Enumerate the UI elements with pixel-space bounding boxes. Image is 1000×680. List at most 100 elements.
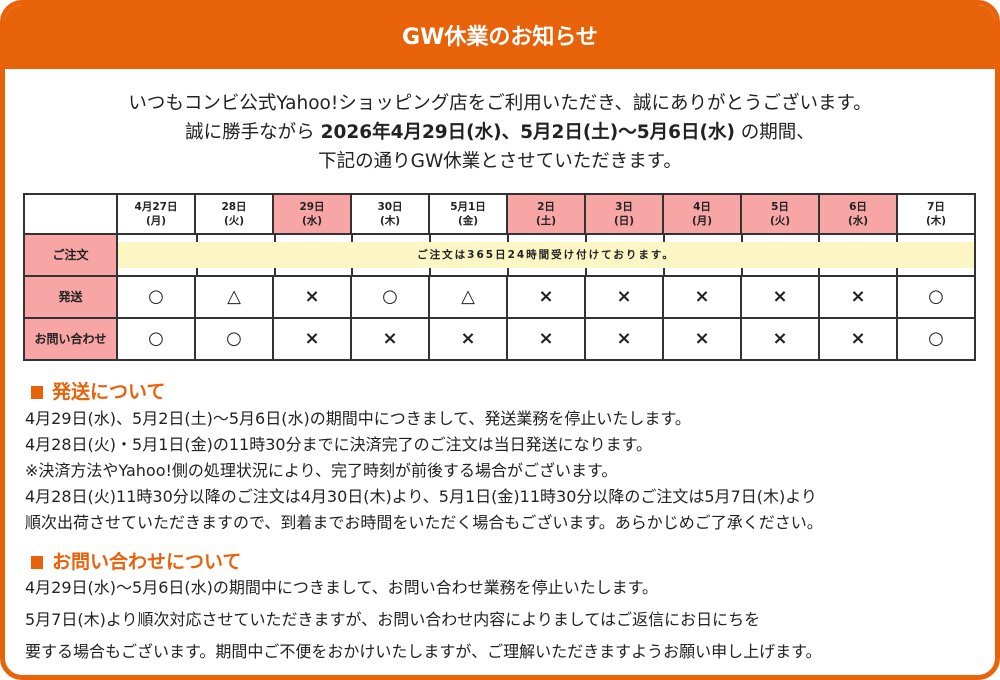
status-mark: ○ [194, 317, 274, 361]
status-mark: × [272, 275, 352, 319]
inquiry-heading-text: お問い合わせについて [52, 551, 242, 573]
status-mark: × [818, 317, 898, 361]
column-divider-stub [740, 235, 743, 242]
column-divider-stub [662, 268, 665, 275]
date-header: 4日 (月) [662, 193, 742, 235]
shipping-line: 4月28日(火)11時30分以降のご注文は4月30日(木)より、5月1日(金)1… [25, 487, 817, 506]
date-header: 6日 (水) [818, 193, 898, 235]
status-mark: × [740, 317, 820, 361]
intro-line-1: いつもコンビ公式Yahoo!ショッピング店をご利用いただき、誠にありがとうござい… [128, 93, 872, 114]
column-divider-stub [351, 268, 354, 275]
column-divider-stub [195, 268, 198, 275]
shipping-line: 順次出荷させていただきますので、到着までお時間をいただく場合もございます。あらか… [25, 513, 823, 532]
shipping-row: 発送 ○ △ × ○ △ × × × × × ○ [23, 275, 976, 319]
status-mark: × [584, 275, 664, 319]
header-row: 4月27日 (月) 28日 (火) 29日 (水) 30日 (木) 5月1日 (金) 2日 (土) 3日… [23, 193, 976, 235]
date-label: 30日 [377, 201, 403, 213]
intro-line-2-pre: 誠に勝手ながら [185, 122, 315, 143]
status-mark: × [662, 317, 742, 361]
shipping-line: 4月28日(火)・5月1日(金)の11時30分までに決済完了のご注文は当日発送に… [25, 435, 652, 454]
column-divider-stub [740, 268, 743, 275]
status-mark: ○ [116, 275, 196, 319]
column-divider-stub [896, 235, 899, 242]
inquiry-heading: お問い合わせについて [31, 547, 241, 574]
status-mark: × [818, 275, 898, 319]
inquiry-text: 4月29日(水)～5月6日(水)の期間中につきまして、お問い合わせ業務を停止いた… [25, 572, 821, 668]
date-label: 28日 [221, 201, 247, 213]
status-mark: × [506, 317, 586, 361]
shipping-heading: 発送について [31, 377, 165, 404]
status-mark: × [584, 317, 664, 361]
weekday-label: (水) [301, 215, 323, 227]
inquiry-line: 4月29日(水)～5月6日(水)の期間中につきまして、お問い合わせ業務を停止いた… [25, 578, 658, 597]
column-divider-stub [195, 235, 198, 242]
status-mark: × [662, 275, 742, 319]
date-header: 4月27日 (月) [116, 193, 196, 235]
order-note: ご注文は365日24時間受け付けております。 [118, 242, 974, 268]
closure-dates: 2026年4月29日(水)、5月2日(土)～5月6日(水) [320, 122, 735, 143]
date-label: 5日 [771, 201, 789, 213]
inquiry-line: 要する場合もございます。期間中ご不便をおかけいたしますが、ご理解いただきますよう… [25, 642, 822, 661]
column-divider-stub [584, 235, 587, 242]
date-label: 6日 [849, 201, 867, 213]
row-label: 発送 [23, 275, 118, 319]
status-mark: × [350, 317, 430, 361]
column-divider-stub [584, 268, 587, 275]
date-label: 3日 [615, 201, 633, 213]
weekday-label: (水) [847, 215, 869, 227]
column-divider-stub [429, 268, 432, 275]
date-header: 2日 (土) [506, 193, 586, 235]
date-label: 4日 [693, 201, 711, 213]
inquiry-row: お問い合わせ ○ ○ × × × × × × × × ○ [23, 317, 976, 361]
shipping-line: ※決済方法やYahoo!側の処理状況により、完了時刻が前後する場合がございます。 [25, 461, 618, 480]
date-label: 4月27日 [134, 201, 178, 213]
column-divider-stub [662, 235, 665, 242]
schedule-table: 4月27日 (月) 28日 (火) 29日 (水) 30日 (木) 5月1日 (金) 2日 (土) 3日… [23, 193, 976, 361]
weekday-label: (月) [691, 215, 713, 227]
status-mark: △ [194, 275, 274, 319]
date-header: 5日 (火) [740, 193, 820, 235]
column-divider-stub [818, 235, 821, 242]
weekday-label: (金) [457, 215, 479, 227]
order-note-cell: ご注文は365日24時間受け付けております。 [116, 233, 976, 277]
status-mark: × [428, 317, 508, 361]
date-header: 5月1日 (金) [428, 193, 508, 235]
date-label: 2日 [537, 201, 555, 213]
date-label: 7日 [927, 201, 945, 213]
order-label: ご注文 [23, 233, 118, 277]
intro-line-2-post: の期間、 [740, 122, 815, 143]
column-divider-stub [818, 268, 821, 275]
weekday-label: (土) [535, 215, 557, 227]
status-mark: ○ [896, 317, 976, 361]
status-mark: × [272, 317, 352, 361]
weekday-label: (木) [925, 215, 947, 227]
column-divider-stub [429, 235, 432, 242]
date-header: 29日 (水) [272, 193, 352, 235]
square-bullet-icon [31, 556, 43, 569]
intro-line-2: 誠に勝手ながら 2026年4月29日(水)、5月2日(土)～5月6日(水) の期… [5, 118, 995, 147]
intro: いつもコンビ公式Yahoo!ショッピング店をご利用いただき、誠にありがとうござい… [5, 89, 995, 176]
date-header: 7日 (木) [896, 193, 976, 235]
weekday-label: (月) [145, 215, 167, 227]
date-header: 30日 (木) [350, 193, 430, 235]
status-mark: ○ [116, 317, 196, 361]
column-divider-stub [507, 235, 510, 242]
weekday-label: (火) [769, 215, 791, 227]
column-divider-stub [896, 268, 899, 275]
weekday-label: (火) [223, 215, 245, 227]
shipping-line: 4月29日(水)、5月2日(土)～5月6日(水)の期間中につきまして、発送業務を… [25, 409, 691, 428]
status-mark: × [506, 275, 586, 319]
corner-cell [23, 193, 118, 235]
shipping-heading-text: 発送について [52, 381, 166, 403]
status-mark: ○ [896, 275, 976, 319]
date-header: 28日 (火) [194, 193, 274, 235]
date-label: 29日 [299, 201, 325, 213]
weekday-label: (日) [613, 215, 635, 227]
column-divider-stub [507, 268, 510, 275]
status-mark: △ [428, 275, 508, 319]
row-label: お問い合わせ [23, 317, 118, 361]
date-header: 3日 (日) [584, 193, 664, 235]
shipping-text: 4月29日(水)、5月2日(土)～5月6日(水)の期間中につきまして、発送業務を… [25, 406, 823, 536]
column-divider-stub [273, 268, 276, 275]
